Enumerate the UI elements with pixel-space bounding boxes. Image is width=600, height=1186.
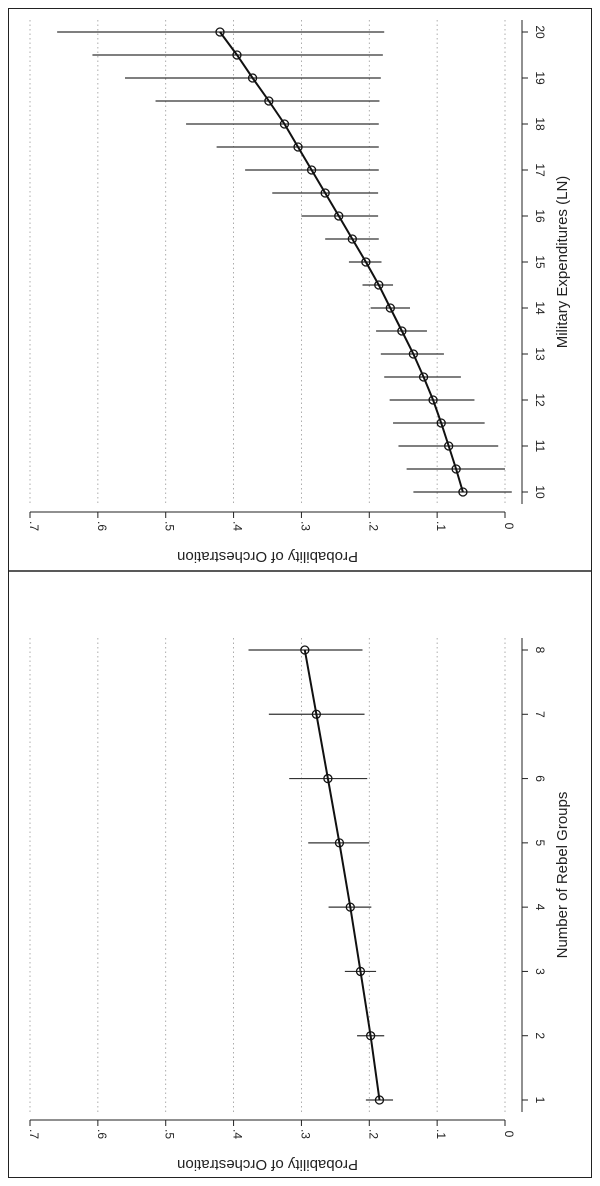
probability-tick-label: 0 (502, 523, 516, 530)
category-tick-label: 8 (533, 647, 547, 654)
data-point (320, 188, 330, 198)
series-line (219, 31, 464, 493)
data-point (397, 326, 407, 336)
category-tick-label: 13 (533, 347, 547, 361)
probability-tick-label: .4 (231, 521, 245, 531)
category-tick-label: 17 (533, 163, 547, 177)
probability-tick-label: .4 (231, 1129, 245, 1139)
probability-tick-label: .7 (27, 1129, 41, 1139)
data-point (444, 441, 454, 451)
probability-tick-label: .6 (95, 1129, 109, 1139)
data-point (451, 464, 461, 474)
data-point (365, 1031, 376, 1041)
data-point (428, 395, 438, 405)
category-tick-label: 4 (533, 904, 547, 911)
probability-tick-label: .2 (366, 1129, 380, 1139)
series-line (303, 649, 381, 1101)
data-point (347, 234, 357, 244)
category-tick-label: 16 (533, 209, 547, 223)
category-tick-label: 14 (533, 301, 547, 315)
data-point (215, 27, 225, 37)
data-point (436, 418, 446, 428)
data-point (279, 119, 290, 129)
category-tick-label: 18 (533, 117, 547, 131)
probability-tick-label: .5 (163, 1129, 177, 1139)
x-axis-title: Number of Rebel Groups (554, 792, 571, 959)
data-point (247, 73, 258, 83)
data-point (306, 165, 317, 175)
category-tick-label: 5 (533, 840, 547, 847)
data-point (293, 142, 303, 152)
data-point (458, 487, 468, 497)
probability-tick-label: .3 (298, 521, 312, 531)
category-tick-label: 1 (533, 1097, 547, 1104)
probability-tick-label: .1 (434, 1129, 448, 1139)
data-point (300, 645, 310, 655)
data-point (334, 838, 345, 848)
data-point (311, 709, 322, 719)
figure-frame (8, 8, 592, 1178)
category-tick-label: 6 (533, 775, 547, 782)
category-tick-label: 2 (533, 1032, 547, 1039)
probability-tick-label: .5 (163, 521, 177, 531)
probability-tick-label: 0 (502, 1131, 516, 1138)
category-tick-label: 20 (533, 25, 547, 39)
category-tick-label: 10 (533, 485, 547, 499)
data-point (385, 303, 395, 313)
category-tick-label: 3 (533, 968, 547, 975)
data-point (408, 349, 419, 359)
data-point (323, 773, 333, 784)
data-point (232, 50, 242, 60)
data-point (355, 966, 366, 977)
category-tick-label: 15 (533, 255, 547, 269)
data-point (361, 257, 371, 267)
y-axis-title: Probability of Orchestration (177, 1156, 358, 1173)
category-tick-label: 12 (533, 393, 547, 407)
category-tick-label: 7 (533, 711, 547, 718)
probability-tick-label: .3 (298, 1129, 312, 1139)
category-tick-label: 11 (533, 440, 547, 453)
data-point (264, 96, 274, 106)
data-point (334, 211, 344, 221)
data-point (418, 372, 429, 382)
y-axis-title: Probability of Orchestration (177, 548, 358, 565)
data-point (345, 902, 355, 912)
probability-tick-label: .2 (366, 521, 380, 531)
x-axis-title: Military Expenditures (LN) (554, 176, 571, 349)
data-point (374, 280, 384, 290)
data-point (374, 1095, 385, 1105)
probability-tick-label: .6 (95, 521, 109, 531)
category-tick-label: 19 (533, 71, 547, 85)
probability-tick-label: .7 (27, 521, 41, 531)
probability-tick-label: .1 (434, 521, 448, 531)
